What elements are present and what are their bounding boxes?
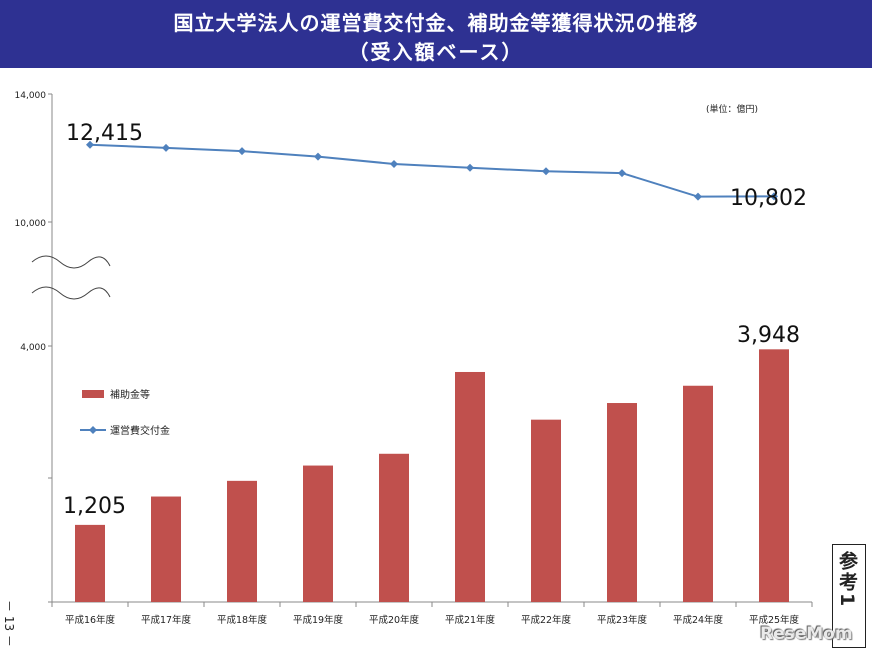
y-tick-label-14000: 14,000: [15, 91, 47, 101]
legend-swatch-subsidies: [82, 390, 104, 398]
x-tick-label: 平成23年度: [597, 614, 648, 626]
bar-10: [759, 349, 789, 602]
bar-series-subsidies: [75, 349, 789, 602]
bar-9: [683, 385, 713, 602]
x-tick-label: 平成18年度: [217, 614, 268, 626]
axis-break-wave-bottom: [31, 286, 111, 300]
chart-area: 14,000 10,000 4,000 (単位：億円) 12,415 10,80…: [15, 91, 813, 626]
line-point-9: [694, 192, 702, 201]
legend-swatch-grant-marker: [89, 426, 97, 434]
line-point-7: [542, 167, 550, 176]
y-tick-label-4000: 4,000: [20, 343, 46, 353]
annotation-bar-last: 3,948: [737, 323, 800, 348]
legend-label-subsidies: 補助金等: [110, 388, 150, 401]
y-tick-marks: [48, 93, 52, 603]
x-tick-label: 平成24年度: [673, 614, 724, 626]
x-tick-label: 平成21年度: [445, 614, 496, 626]
line-point-8: [618, 169, 626, 178]
bar-1: [75, 524, 105, 602]
unit-note: (単位：億円): [706, 103, 758, 115]
bar-4: [303, 465, 333, 602]
line-point-4: [314, 152, 322, 161]
reference-badge-label: 参考1: [836, 551, 858, 609]
chart-subtitle: （受入額ベース）: [348, 40, 524, 64]
bar-6: [455, 371, 485, 602]
line-point-3: [238, 147, 246, 156]
line-series-operating-grant: [89, 143, 775, 198]
line-point-2: [162, 143, 170, 152]
annotation-grant-first: 12,415: [66, 121, 143, 146]
x-tick-label: 平成17年度: [141, 614, 192, 626]
chart-title: 国立大学法人の運営費交付金、補助金等獲得状況の推移: [173, 11, 699, 35]
line-point-5: [390, 159, 398, 168]
bar-2: [151, 496, 181, 602]
x-tick-label: 平成16年度: [65, 614, 116, 626]
x-tick-label: 平成20年度: [369, 614, 420, 626]
axis-break-wave-top: [31, 255, 111, 269]
bar-3: [227, 480, 257, 602]
bar-8: [607, 403, 637, 602]
watermark-logo: ReseMom: [760, 624, 853, 644]
reference-badge: 参考1: [832, 544, 866, 648]
x-tick-labels: 平成16年度 平成17年度 平成18年度 平成19年度 平成20年度 平成21年…: [65, 614, 800, 626]
line-point-6: [466, 163, 474, 172]
y-tick-label-10000: 10,000: [15, 219, 47, 229]
x-tick-label: 平成25年度: [749, 614, 800, 626]
bar-7: [531, 419, 561, 602]
x-tick-marks: [51, 602, 813, 607]
page-number: － 13 －: [2, 600, 16, 647]
x-tick-label: 平成22年度: [521, 614, 572, 626]
bar-5: [379, 453, 409, 602]
x-tick-label: 平成19年度: [293, 614, 344, 626]
line-point-10: [770, 192, 778, 201]
slide-header: 国立大学法人の運営費交付金、補助金等獲得状況の推移 （受入額ベース）: [0, 0, 872, 68]
legend-label-grant: 運営費交付金: [110, 424, 170, 437]
line-markers: [86, 140, 778, 201]
annotation-grant-last: 10,802: [730, 186, 807, 211]
annotation-bar-first: 1,205: [63, 494, 126, 519]
line-point-1: [86, 140, 94, 149]
legend: 補助金等 運営費交付金: [80, 388, 170, 437]
